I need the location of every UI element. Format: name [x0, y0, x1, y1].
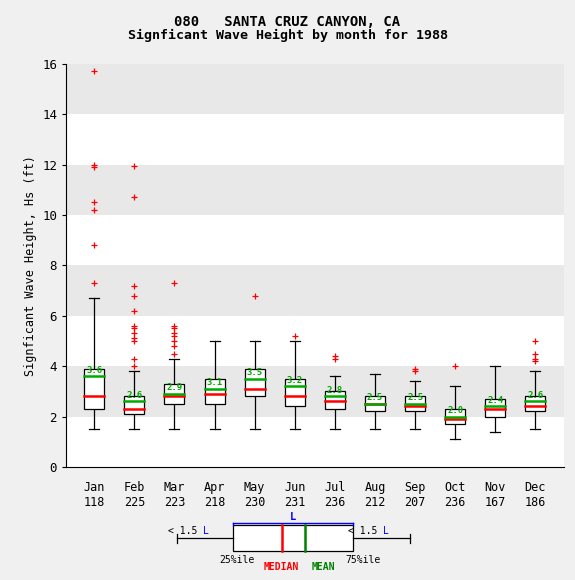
Bar — [365, 396, 385, 411]
Bar — [285, 379, 305, 407]
Bar — [66, 114, 564, 165]
Text: 231: 231 — [284, 496, 305, 509]
Bar — [164, 384, 185, 404]
Text: 2.0: 2.0 — [447, 406, 463, 415]
Text: 212: 212 — [365, 496, 386, 509]
Text: 207: 207 — [404, 496, 426, 509]
Text: L: L — [290, 512, 296, 522]
Bar — [526, 396, 546, 411]
Text: Jul: Jul — [324, 481, 346, 494]
Text: 2.4: 2.4 — [487, 396, 503, 405]
Text: 167: 167 — [485, 496, 506, 509]
Text: 2.8: 2.8 — [327, 386, 343, 395]
Bar — [205, 379, 225, 404]
Bar — [233, 525, 353, 551]
Text: L: L — [384, 526, 389, 536]
Text: 223: 223 — [164, 496, 185, 509]
Text: 225: 225 — [124, 496, 145, 509]
Bar — [66, 316, 564, 366]
Text: Dec: Dec — [525, 481, 546, 494]
Text: Mar: Mar — [164, 481, 185, 494]
Text: Jan: Jan — [83, 481, 105, 494]
Text: 218: 218 — [204, 496, 225, 509]
Text: 236: 236 — [324, 496, 346, 509]
Bar — [405, 396, 425, 411]
Text: 3.2: 3.2 — [287, 376, 303, 385]
Text: 236: 236 — [444, 496, 466, 509]
Text: < 1.5: < 1.5 — [168, 526, 203, 536]
Text: 3.5: 3.5 — [247, 368, 263, 377]
Text: Oct: Oct — [444, 481, 466, 494]
Text: Nov: Nov — [485, 481, 506, 494]
Text: 25%ile: 25%ile — [219, 554, 254, 565]
Text: 080   SANTA CRUZ CANYON, CA: 080 SANTA CRUZ CANYON, CA — [174, 14, 401, 28]
Text: 2.6: 2.6 — [527, 391, 543, 400]
Text: 118: 118 — [83, 496, 105, 509]
Bar — [84, 369, 104, 409]
Text: 2.5: 2.5 — [367, 393, 383, 403]
Text: MEAN: MEAN — [312, 562, 335, 572]
Text: < 1.5: < 1.5 — [348, 526, 384, 536]
Text: 2.9: 2.9 — [166, 383, 182, 392]
Text: May: May — [244, 481, 265, 494]
Text: Aug: Aug — [365, 481, 386, 494]
Bar — [485, 399, 505, 416]
Text: Apr: Apr — [204, 481, 225, 494]
Text: 2.6: 2.6 — [126, 391, 143, 400]
Y-axis label: Signficant Wave Height, Hs (ft): Signficant Wave Height, Hs (ft) — [24, 155, 37, 376]
Text: L: L — [203, 526, 209, 536]
Text: 2.5: 2.5 — [407, 393, 423, 403]
Bar — [66, 416, 564, 467]
Text: 3.1: 3.1 — [206, 378, 223, 387]
Bar — [124, 396, 144, 414]
Text: 230: 230 — [244, 496, 265, 509]
Text: Sep: Sep — [404, 481, 426, 494]
Bar — [325, 392, 345, 409]
Bar — [66, 215, 564, 266]
Bar — [66, 64, 564, 114]
Text: Feb: Feb — [124, 481, 145, 494]
Bar — [66, 165, 564, 215]
Text: Jun: Jun — [284, 481, 305, 494]
Text: 3.6: 3.6 — [86, 366, 102, 375]
Bar — [244, 369, 264, 396]
Text: MEDIAN: MEDIAN — [264, 562, 299, 572]
Bar — [445, 409, 465, 424]
Bar — [66, 366, 564, 416]
Bar — [66, 266, 564, 316]
Text: 186: 186 — [525, 496, 546, 509]
Text: Signficant Wave Height by month for 1988: Signficant Wave Height by month for 1988 — [128, 29, 447, 42]
Text: 75%ile: 75%ile — [346, 554, 381, 565]
